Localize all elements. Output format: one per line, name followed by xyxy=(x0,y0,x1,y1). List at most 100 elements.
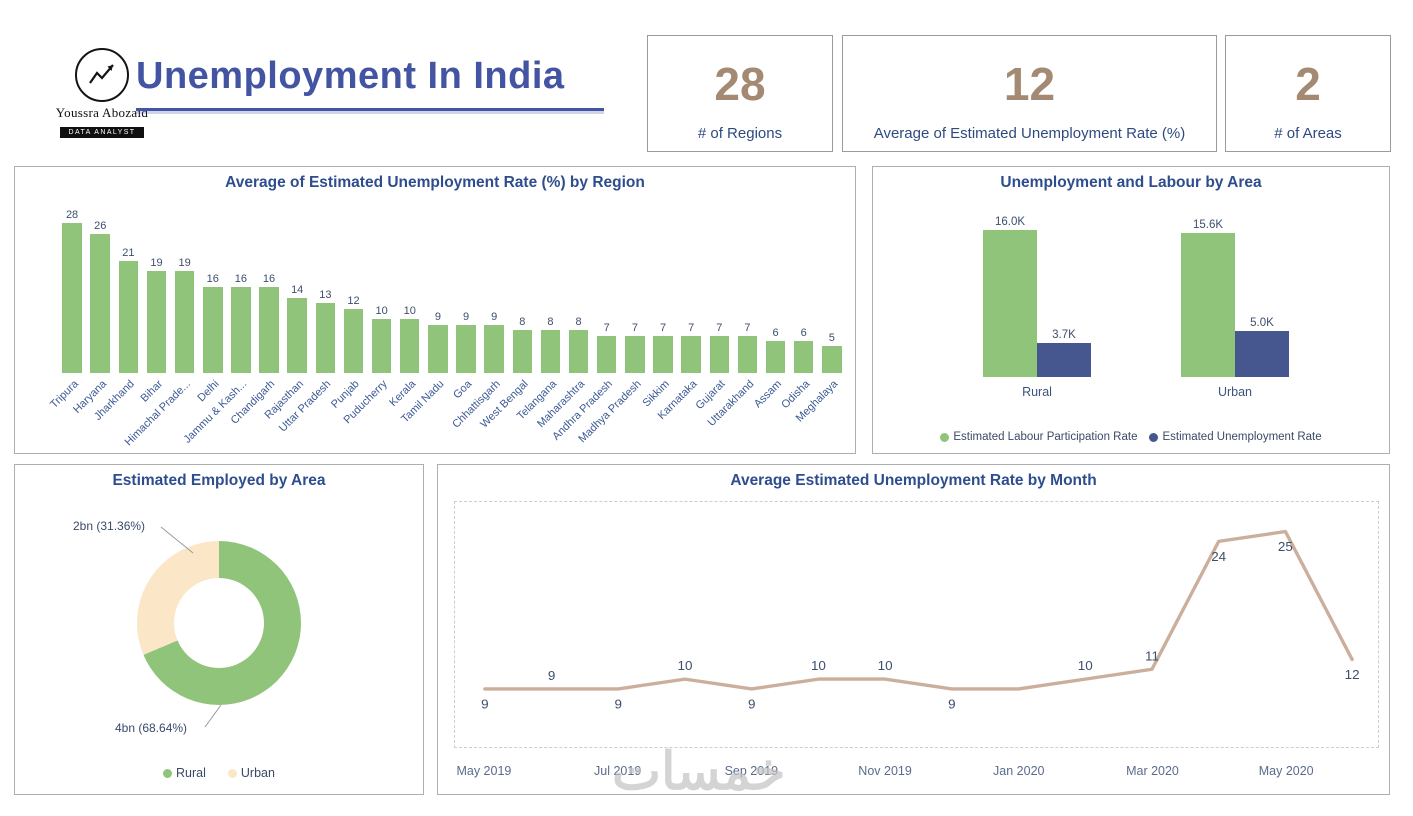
kpi-value-avg-unemployment: 12 xyxy=(1003,57,1056,110)
region-bar-goa[interactable]: 9 Goa xyxy=(451,207,477,401)
bar[interactable] xyxy=(1181,233,1235,377)
bar[interactable] xyxy=(625,335,645,373)
kpi-card-avg-unemployment[interactable]: 12 Average of Estimated Unemployment Rat… xyxy=(842,35,1217,152)
bar[interactable] xyxy=(343,308,364,373)
bar[interactable] xyxy=(1235,331,1289,377)
x-axis-label: Goa xyxy=(451,378,475,402)
region-chart-title: Average of Estimated Unemployment Rate (… xyxy=(225,174,645,191)
bar[interactable] xyxy=(709,335,730,373)
bar[interactable] xyxy=(512,330,533,373)
axis-tick-label: Jan 2020 xyxy=(993,764,1045,778)
bar-value-label: 3.7K xyxy=(1052,328,1076,341)
bar[interactable] xyxy=(428,324,448,373)
region-bar-chandigarh[interactable]: 16 Chandigarh xyxy=(229,207,280,427)
bar[interactable] xyxy=(1037,342,1091,377)
donut-chart-panel: Estimated Employed by Area 2bn (31.36%) … xyxy=(14,464,424,795)
region-bar-west-bengal[interactable]: 8 West Bengal xyxy=(478,207,533,430)
axis-tick-label: Mar 2020 xyxy=(1126,764,1179,778)
bar[interactable] xyxy=(456,324,476,373)
region-bar-uttarakhand[interactable]: 7 Uttarakhand xyxy=(705,207,758,429)
bar[interactable] xyxy=(146,271,167,373)
bar[interactable] xyxy=(118,260,139,373)
region-bar-assam[interactable]: 6 Assam xyxy=(752,207,787,410)
region-bar-kerala[interactable]: 10 Kerala xyxy=(387,207,421,409)
bar[interactable] xyxy=(983,229,1037,377)
bar[interactable] xyxy=(568,330,589,373)
area-barcol: 15.6K xyxy=(1181,219,1235,377)
area-barcol: 3.7K xyxy=(1037,329,1091,377)
region-bar-puducherry[interactable]: 10 Puducherry xyxy=(342,207,393,426)
bar-value-label: 6 xyxy=(800,326,807,339)
region-bar-rajasthan[interactable]: 14 Rajasthan xyxy=(262,207,308,422)
region-bar-andhra-pradesh[interactable]: 7 Andhra Pradesh xyxy=(551,207,618,443)
legend-label: Rural xyxy=(176,766,206,780)
bar-value-label: 26 xyxy=(94,219,107,232)
bar[interactable] xyxy=(400,319,420,373)
axis-tick-label: May 2020 xyxy=(1258,764,1314,778)
employed-by-area-donut[interactable] xyxy=(137,541,301,705)
region-bar-haryana[interactable]: 26 Haryana xyxy=(71,207,111,416)
region-bar-telangana[interactable]: 8 Telangana xyxy=(515,207,561,422)
unemployment-rate-line[interactable] xyxy=(483,529,1354,691)
bar[interactable] xyxy=(203,287,223,373)
region-bar-gujarat[interactable]: 7 Gujarat xyxy=(694,207,730,412)
legend-item-rural[interactable]: Rural xyxy=(163,766,206,780)
region-bar-maharashtra[interactable]: 8 Maharashtra xyxy=(535,207,590,430)
bar[interactable] xyxy=(90,233,110,373)
bar[interactable] xyxy=(793,340,814,373)
region-bar-tripura[interactable]: 28 Tripura xyxy=(48,207,83,411)
region-bar-jammu-kash-[interactable]: 16 Jammu & Kash... xyxy=(182,207,252,446)
bar[interactable] xyxy=(597,335,617,373)
bar[interactable] xyxy=(174,271,195,373)
bar[interactable] xyxy=(737,335,758,373)
point-label: 9 xyxy=(615,697,622,712)
region-bar-sikkim[interactable]: 7 Sikkim xyxy=(640,207,674,409)
kpi-card-regions[interactable]: 28 # of Regions xyxy=(647,35,833,152)
region-bar-odisha[interactable]: 6 Odisha xyxy=(779,207,815,411)
region-bar-uttar-pradesh[interactable]: 13 Uttar Pradesh xyxy=(277,207,336,434)
point-label: 24 xyxy=(1211,549,1227,564)
point-label: 10 xyxy=(878,658,893,673)
region-bar-madhya-pradesh[interactable]: 7 Madhya Pradesh xyxy=(576,207,646,445)
bar[interactable] xyxy=(62,223,82,373)
bar[interactable] xyxy=(484,324,504,373)
bar-value-label: 21 xyxy=(122,246,135,259)
bar[interactable] xyxy=(540,330,561,373)
region-bar-delhi[interactable]: 16 Delhi xyxy=(195,207,224,404)
logo-author-name: Youssra Abozaid xyxy=(55,105,149,120)
bar-value-label: 5 xyxy=(828,332,835,345)
bar[interactable] xyxy=(765,340,786,373)
region-bar-chart-panel: Average of Estimated Unemployment Rate (… xyxy=(14,166,856,454)
region-bar-chhattisgarh[interactable]: 9 Chhattisgarh xyxy=(450,207,505,431)
kpi-card-areas[interactable]: 2 # of Areas xyxy=(1225,35,1391,152)
bar-value-label: 5.0K xyxy=(1250,317,1274,329)
region-bar-karnataka[interactable]: 7 Karnataka xyxy=(656,207,702,422)
region-bar-bihar[interactable]: 19 Bihar xyxy=(138,207,167,405)
region-bar-punjab[interactable]: 12 Punjab xyxy=(329,207,364,411)
bar[interactable] xyxy=(231,287,251,373)
region-bar-jharkhand[interactable]: 21 Jharkhand xyxy=(92,207,139,423)
bar[interactable] xyxy=(653,335,673,373)
donut-legend: Rural Urban xyxy=(15,766,423,780)
bar-value-label: 12 xyxy=(347,294,360,307)
logo-chart-icon xyxy=(75,48,129,102)
bar[interactable] xyxy=(822,346,842,373)
bar[interactable] xyxy=(681,335,701,373)
region-bar-meghalaya[interactable]: 5 Meghalaya xyxy=(794,207,843,425)
area-grouped-bar-panel: Unemployment and Labour by Area 16.0K 3.7… xyxy=(872,166,1390,454)
legend-label: Estimated Labour Participation Rate xyxy=(953,431,1138,443)
bar[interactable] xyxy=(315,303,336,373)
legend-item-unemployment-rate[interactable]: Estimated Unemployment Rate xyxy=(1149,431,1322,443)
bar[interactable] xyxy=(371,319,392,373)
legend-item-labour-participation[interactable]: Estimated Labour Participation Rate xyxy=(940,431,1137,443)
legend-item-urban[interactable]: Urban xyxy=(227,766,275,780)
bar-value-label: 19 xyxy=(178,257,191,270)
donut-chart-title: Estimated Employed by Area xyxy=(112,472,326,489)
bar[interactable] xyxy=(259,287,279,373)
region-bar-himachal-prade-[interactable]: 19 Himachal Prade... xyxy=(123,207,196,448)
line-chart-title: Average Estimated Unemployment Rate by M… xyxy=(730,472,1097,489)
axis-tick-label: Nov 2019 xyxy=(858,764,912,778)
region-bar-tamil-nadu[interactable]: 9 Tamil Nadu xyxy=(399,207,449,425)
bar[interactable] xyxy=(287,298,307,373)
title-underline xyxy=(136,108,604,111)
